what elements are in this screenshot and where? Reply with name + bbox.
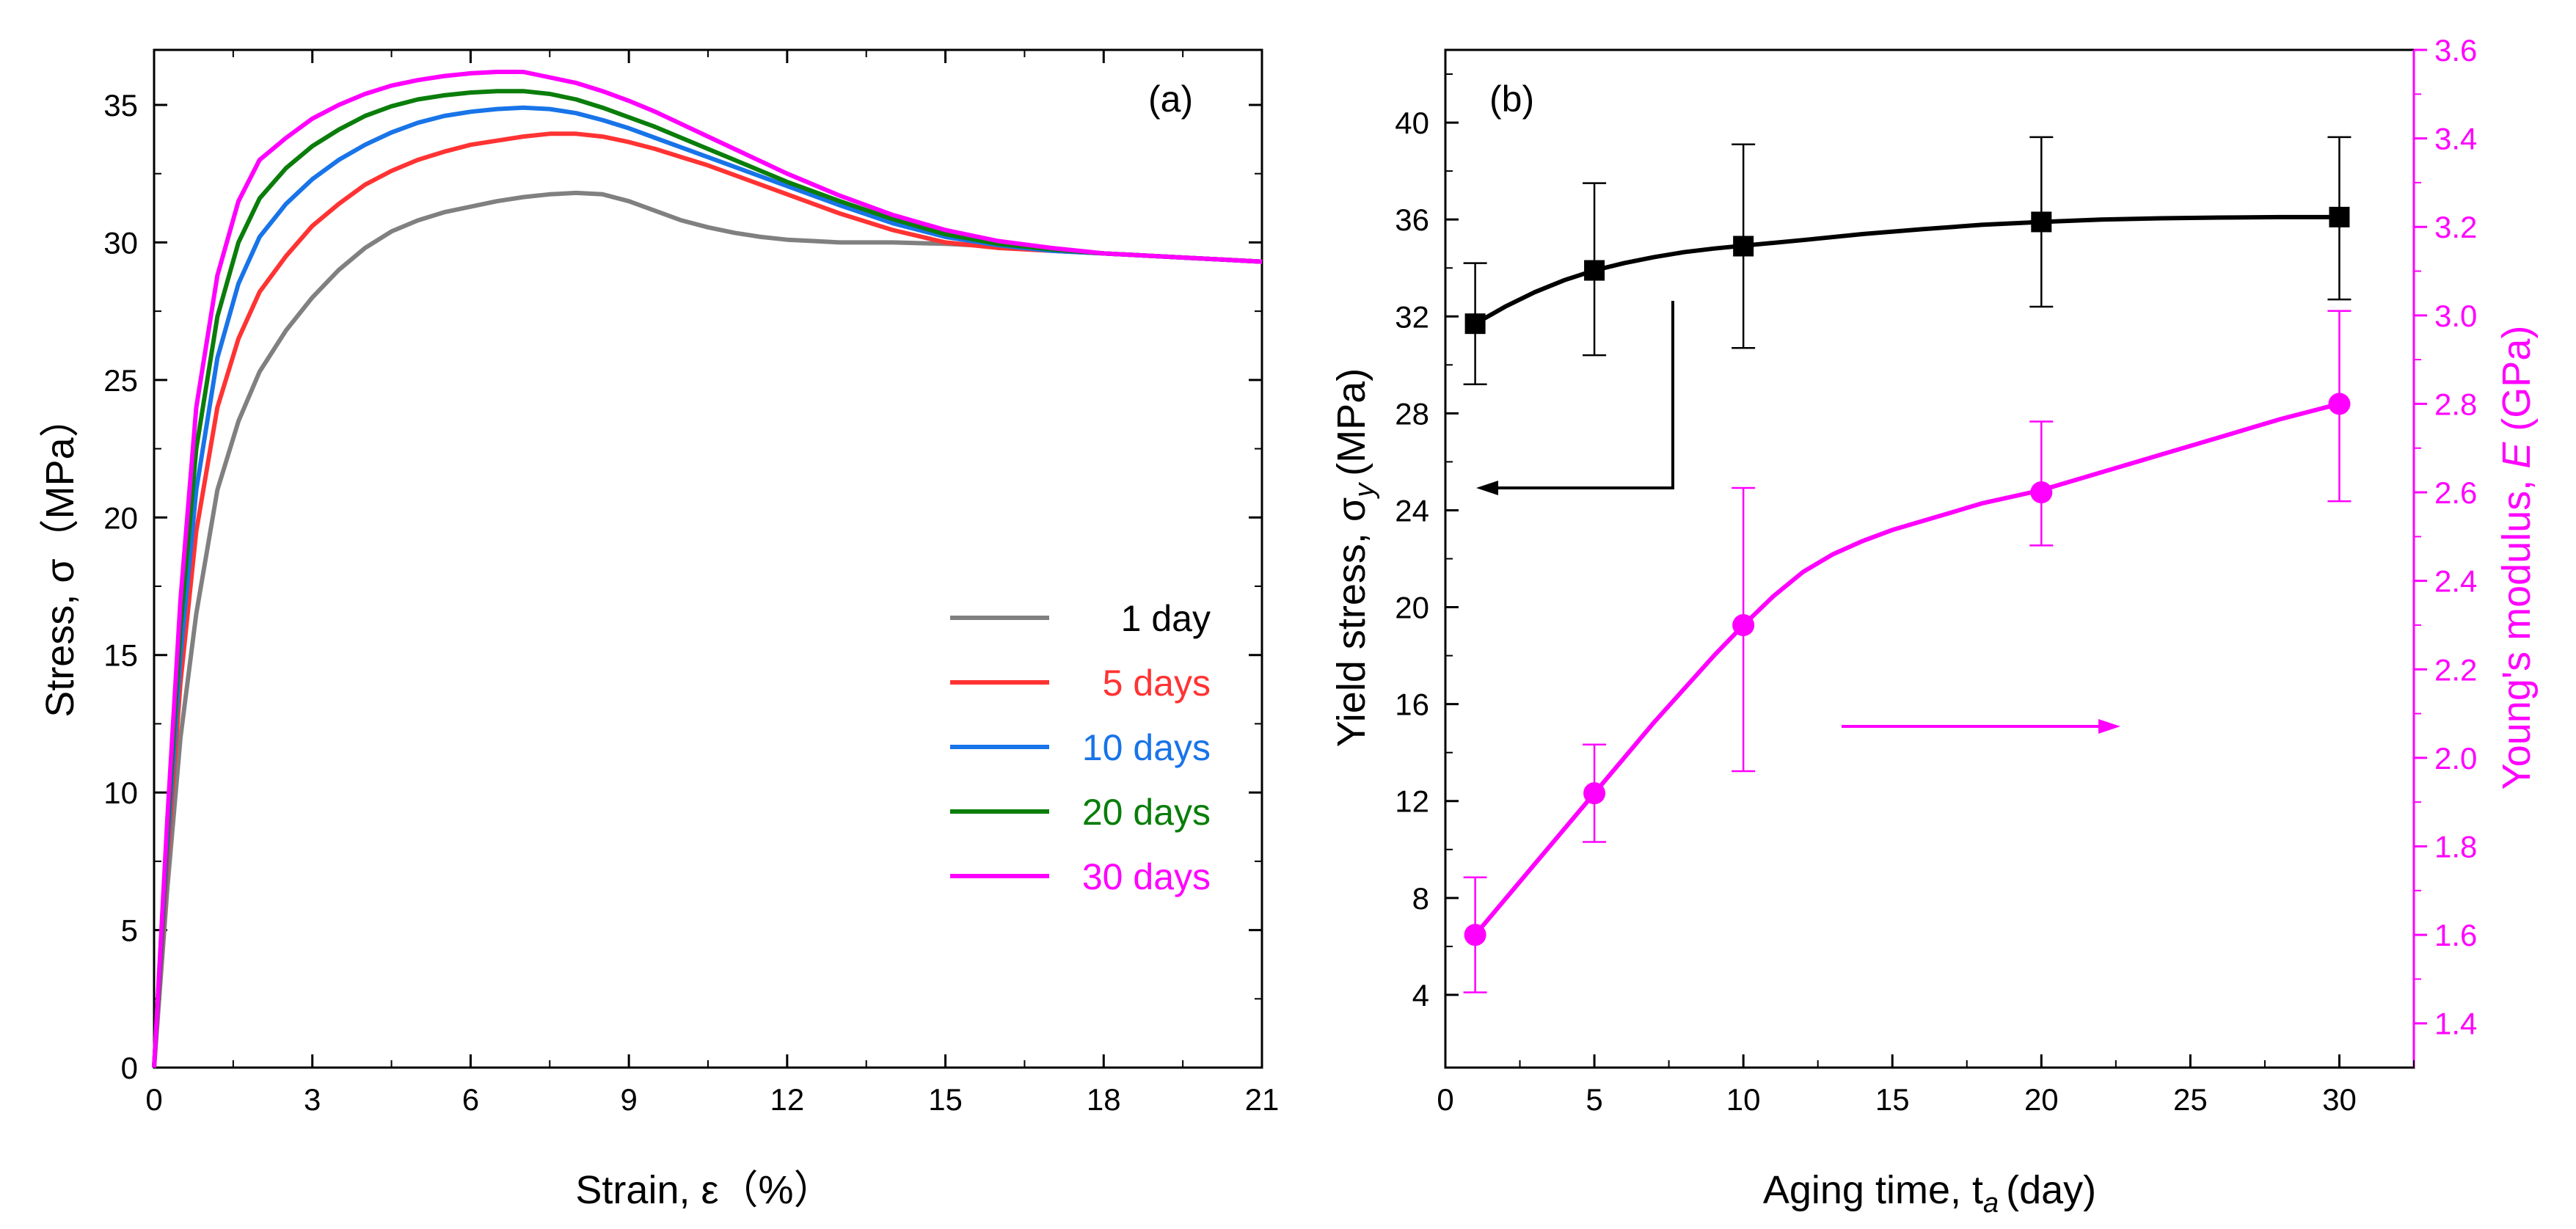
panel-a-ticks: 0 3 6 9 12 15 18 21 0 5 10 15 20 25 30 35: [103, 50, 1279, 1117]
data-point-circle: [2328, 393, 2351, 415]
data-point-circle: [1583, 782, 1606, 805]
panel-a-y-axis-label: Stress, σ（MPa）: [38, 398, 82, 717]
y-tick-label: 15: [103, 638, 138, 673]
legend-label: 30 days: [1082, 856, 1211, 897]
right-y-tick-label: 3.6: [2434, 33, 2477, 68]
legend-label: 20 days: [1082, 792, 1211, 833]
y-tick-label: 35: [103, 88, 138, 123]
y-tick-label: 5: [121, 913, 138, 948]
panel-a-plot-frame: [153, 48, 1263, 1069]
legend-label: 1 day: [1121, 598, 1211, 639]
panel-b-ticks: 0 5 10 15 20 25 30 4 8 12 16 20 24 28 32 36 40 1.4 1.6 1.8 2…: [1395, 33, 2477, 1117]
data-point-square: [1464, 313, 1486, 335]
y-tick-label: 0: [121, 1051, 138, 1085]
x-tick-label: 3: [304, 1082, 321, 1117]
panel-a-stress-strain-chart: 0 3 6 9 12 15 18 21 0 5 10 15 20 25 30 35 (a) Strain, ε…: [38, 48, 1279, 1212]
right-y-tick-label: 3.4: [2434, 122, 2477, 156]
data-point-square: [2329, 206, 2350, 227]
series-line-30-days: [152, 70, 1263, 1068]
left-y-tick-label: 28: [1395, 396, 1429, 431]
left-y-tick-label: 8: [1412, 881, 1429, 916]
panel-a-x-axis-label: Strain, ε（%）: [575, 1168, 833, 1212]
panel-a-legend: 1 day 5 days 10 days 20 days 30 days: [950, 598, 1211, 897]
panel-b-label: (b): [1489, 79, 1534, 120]
fit-line-right: [1473, 401, 2340, 937]
panel-b-x-axis-label: Aging time, ta (day): [1763, 1168, 2096, 1219]
x-tick-label: 20: [2024, 1082, 2059, 1117]
left-y-tick-label: 16: [1395, 688, 1429, 722]
x-tick-label: 15: [1875, 1082, 1910, 1117]
left-y-tick-label: 20: [1395, 591, 1429, 625]
x-tick-label: 12: [770, 1082, 804, 1117]
panel-a-label: (a): [1148, 79, 1193, 120]
x-tick-label: 10: [1726, 1082, 1761, 1117]
series-line-5-days: [152, 131, 1263, 1068]
y-tick-label: 20: [103, 500, 138, 535]
series-line-10-days: [152, 105, 1263, 1068]
data-point-square: [1584, 260, 1605, 281]
data-point-square: [1733, 236, 1754, 257]
panel-b-left-y-axis-label: Yield stress, σy(MPa): [1329, 368, 1380, 747]
right-y-tick-label: 2.0: [2434, 741, 2477, 776]
left-y-tick-label: 4: [1412, 978, 1429, 1013]
legend-label: 5 days: [1103, 663, 1211, 704]
left-y-tick-label: 32: [1395, 299, 1429, 334]
left-y-tick-label: 12: [1395, 784, 1429, 819]
x-tick-label: 0: [1437, 1082, 1453, 1117]
series-line-1-day: [152, 190, 1263, 1068]
left-axis-indicator-arrow: [1476, 301, 1674, 495]
panel-a-series: [152, 70, 1263, 1068]
legend-label: 10 days: [1082, 727, 1211, 768]
data-point-circle: [1732, 613, 1755, 636]
y-tick-label: 10: [103, 776, 138, 810]
x-tick-label: 6: [462, 1082, 479, 1117]
x-tick-label: 30: [2322, 1082, 2357, 1117]
left-y-tick-label: 40: [1395, 106, 1429, 140]
data-point-circle: [1464, 924, 1486, 947]
left-y-tick-label: 24: [1395, 493, 1429, 528]
left-y-tick-label: 36: [1395, 203, 1429, 237]
right-y-tick-label: 1.4: [2434, 1007, 2477, 1041]
data-point-square: [2031, 211, 2052, 233]
x-tick-label: 15: [928, 1082, 963, 1117]
x-tick-label: 9: [620, 1082, 637, 1117]
x-tick-label: 25: [2173, 1082, 2208, 1117]
right-y-tick-label: 1.6: [2434, 918, 2477, 952]
y-tick-label: 25: [103, 363, 138, 398]
right-y-tick-label: 2.2: [2434, 652, 2477, 687]
right-y-tick-label: 2.6: [2434, 475, 2477, 510]
panel-b-plot-frame: [1444, 48, 2415, 1069]
x-tick-label: 0: [145, 1082, 162, 1117]
right-y-tick-label: 1.8: [2434, 829, 2477, 864]
data-point-circle: [2030, 481, 2053, 504]
right-y-tick-label: 2.8: [2434, 387, 2477, 421]
right-y-tick-label: 2.4: [2434, 564, 2477, 599]
panel-b-series: [1463, 136, 2351, 993]
x-tick-label: 21: [1245, 1082, 1280, 1117]
right-axis-indicator-arrow: [1842, 719, 2120, 734]
x-tick-label: 18: [1087, 1082, 1121, 1117]
x-tick-label: 5: [1586, 1082, 1602, 1117]
panel-b-aging-chart: 0 5 10 15 20 25 30 4 8 12 16 20 24 28 32 36 40 1.4 1.6 1.8 2…: [1329, 33, 2539, 1219]
fit-line-left: [1474, 214, 2340, 326]
y-tick-label: 30: [103, 225, 138, 260]
series-line-20-days: [152, 89, 1263, 1068]
right-y-tick-label: 3.2: [2434, 210, 2477, 244]
right-y-tick-label: 3.0: [2434, 299, 2477, 333]
panel-b-right-y-axis-label: Young's modulus, E (GPa): [2495, 326, 2539, 790]
